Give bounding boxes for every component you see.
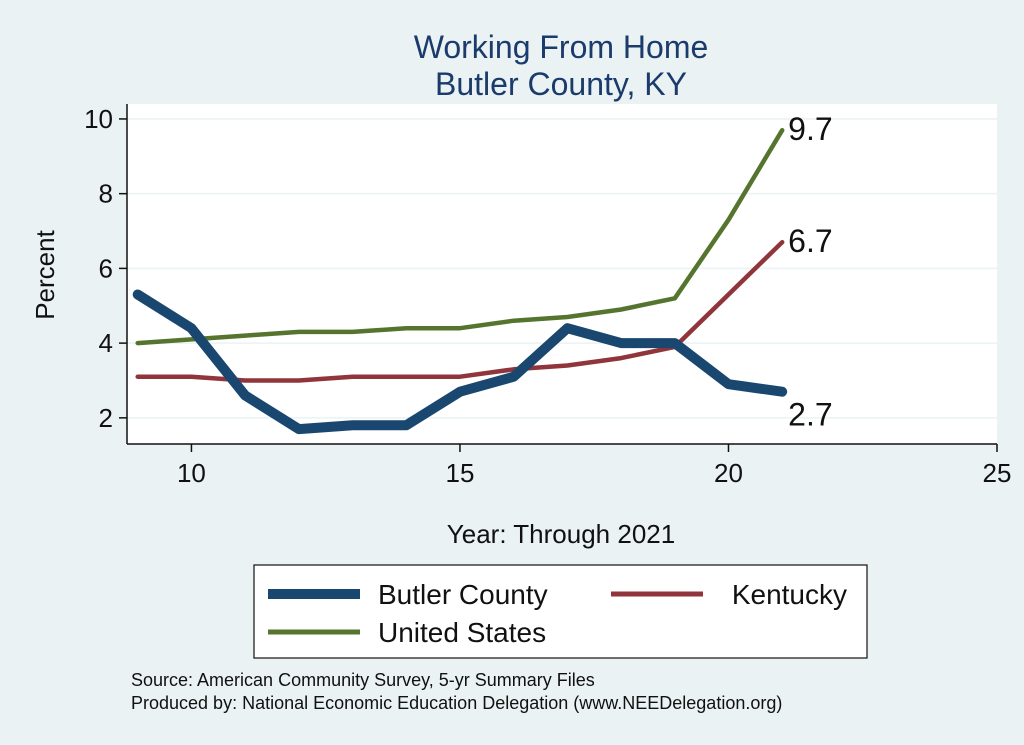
end-label-united-states: 9.7 bbox=[788, 111, 832, 147]
end-labels: 2.7 6.7 9.7 bbox=[788, 111, 832, 433]
y-tick-label: 2 bbox=[99, 403, 113, 433]
legend: Butler County Kentucky United States bbox=[253, 564, 868, 659]
y-tick-label: 4 bbox=[99, 328, 113, 358]
plot-area bbox=[127, 104, 997, 444]
legend-label-kentucky: Kentucky bbox=[732, 579, 847, 610]
y-axis-title: Percent bbox=[30, 229, 60, 319]
x-tick-label: 20 bbox=[714, 458, 743, 488]
x-axis-title: Year: Through 2021 bbox=[447, 519, 675, 549]
y-tick-label: 8 bbox=[99, 179, 113, 209]
produced-by-note: Produced by: National Economic Education… bbox=[131, 693, 782, 713]
x-tick-label: 10 bbox=[177, 458, 206, 488]
legend-label-butler-county: Butler County bbox=[378, 579, 548, 610]
axis-ticks: 2 4 6 8 10 10 15 20 25 bbox=[84, 104, 1011, 488]
chart-title: Working From Home bbox=[414, 29, 709, 65]
source-note: Source: American Community Survey, 5-yr … bbox=[131, 670, 595, 690]
end-label-butler-county: 2.7 bbox=[788, 397, 832, 433]
end-label-kentucky: 6.7 bbox=[788, 223, 832, 259]
series-lines bbox=[132, 127, 788, 435]
x-tick-label: 15 bbox=[446, 458, 475, 488]
grid-lines bbox=[127, 118, 997, 419]
y-tick-label: 6 bbox=[99, 253, 113, 283]
series-line-butler-county bbox=[132, 289, 788, 435]
chart-subtitle: Butler County, KY bbox=[435, 66, 687, 102]
x-tick-label: 25 bbox=[983, 458, 1012, 488]
legend-box bbox=[253, 564, 868, 659]
series-line-united-states bbox=[135, 127, 785, 346]
y-tick-label: 10 bbox=[84, 104, 113, 134]
legend-label-united-states: United States bbox=[378, 617, 546, 648]
